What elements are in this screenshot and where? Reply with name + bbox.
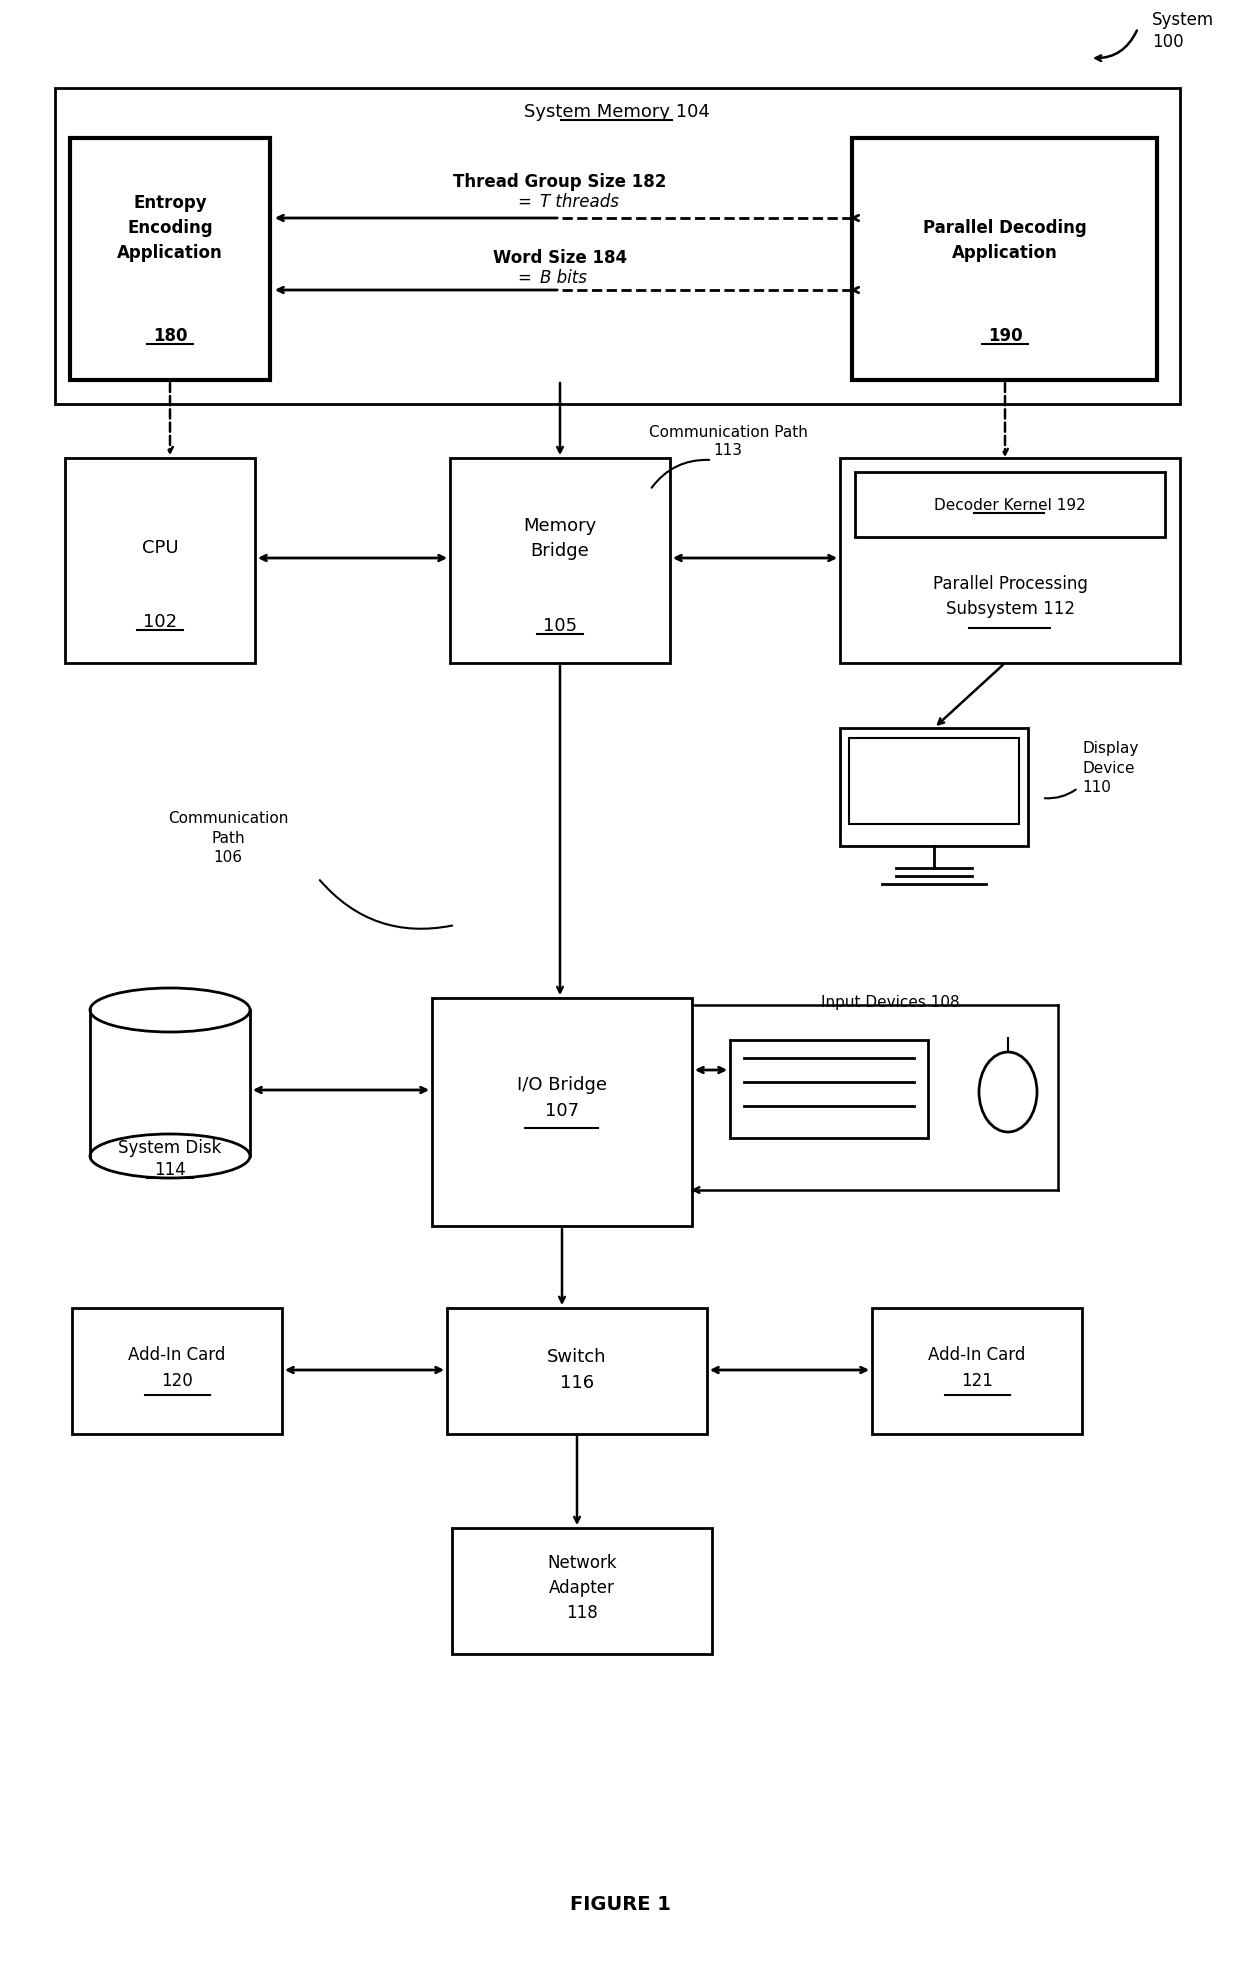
Bar (852, 137, 1157, 379)
Text: =: = (518, 192, 537, 210)
Bar (453, 1528, 712, 1654)
Bar (432, 998, 692, 1226)
Text: CPU: CPU (141, 538, 179, 558)
Bar (872, 1308, 1083, 1434)
Text: Parallel Decoding
Application: Parallel Decoding Application (923, 218, 1087, 261)
Bar (91, 1009, 250, 1157)
Text: Communication Path: Communication Path (649, 424, 807, 440)
Text: Switch
116: Switch 116 (547, 1349, 606, 1392)
Bar (69, 137, 270, 379)
Text: I/O Bridge
107: I/O Bridge 107 (517, 1076, 608, 1119)
Bar (446, 1308, 707, 1434)
Text: Add-In Card
120: Add-In Card 120 (128, 1347, 226, 1389)
Bar (849, 738, 1019, 825)
Text: System Memory 104: System Memory 104 (525, 102, 711, 122)
Text: T threads: T threads (539, 192, 619, 210)
Text: 100: 100 (1152, 33, 1184, 51)
Bar (856, 471, 1166, 536)
Text: System: System (1152, 12, 1214, 29)
Text: 113: 113 (713, 442, 743, 458)
Bar (839, 458, 1180, 664)
Text: System Disk: System Disk (118, 1139, 222, 1157)
Text: Word Size 184: Word Size 184 (494, 249, 627, 267)
Ellipse shape (980, 1053, 1037, 1131)
Text: Communication
Path
106: Communication Path 106 (167, 811, 288, 866)
Text: Decoder Kernel 192: Decoder Kernel 192 (934, 497, 1086, 513)
Text: 102: 102 (143, 613, 177, 630)
Text: 190: 190 (988, 326, 1022, 346)
Bar (839, 729, 1028, 846)
Text: Entropy
Encoding
Application: Entropy Encoding Application (117, 194, 223, 261)
Bar (64, 458, 255, 664)
Bar (55, 88, 1180, 405)
Bar (72, 1308, 281, 1434)
Text: 105: 105 (543, 617, 577, 634)
Text: Parallel Processing
Subsystem 112: Parallel Processing Subsystem 112 (932, 575, 1087, 617)
Bar (450, 458, 670, 664)
Text: 114: 114 (154, 1161, 186, 1178)
Text: =: = (518, 269, 537, 287)
Text: Add-In Card
121: Add-In Card 121 (929, 1347, 1025, 1389)
Ellipse shape (91, 1133, 250, 1178)
Text: 180: 180 (153, 326, 187, 346)
Text: B bits: B bits (539, 269, 587, 287)
Text: Memory
Bridge: Memory Bridge (523, 517, 596, 560)
Text: Thread Group Size 182: Thread Group Size 182 (454, 173, 667, 191)
Text: Display
Device
110: Display Device 110 (1083, 740, 1138, 795)
Ellipse shape (91, 988, 250, 1031)
Text: Network
Adapter
118: Network Adapter 118 (547, 1554, 616, 1622)
Text: Input Devices 108: Input Devices 108 (821, 994, 960, 1009)
Text: FIGURE 1: FIGURE 1 (569, 1895, 671, 1915)
Bar (730, 1041, 928, 1137)
